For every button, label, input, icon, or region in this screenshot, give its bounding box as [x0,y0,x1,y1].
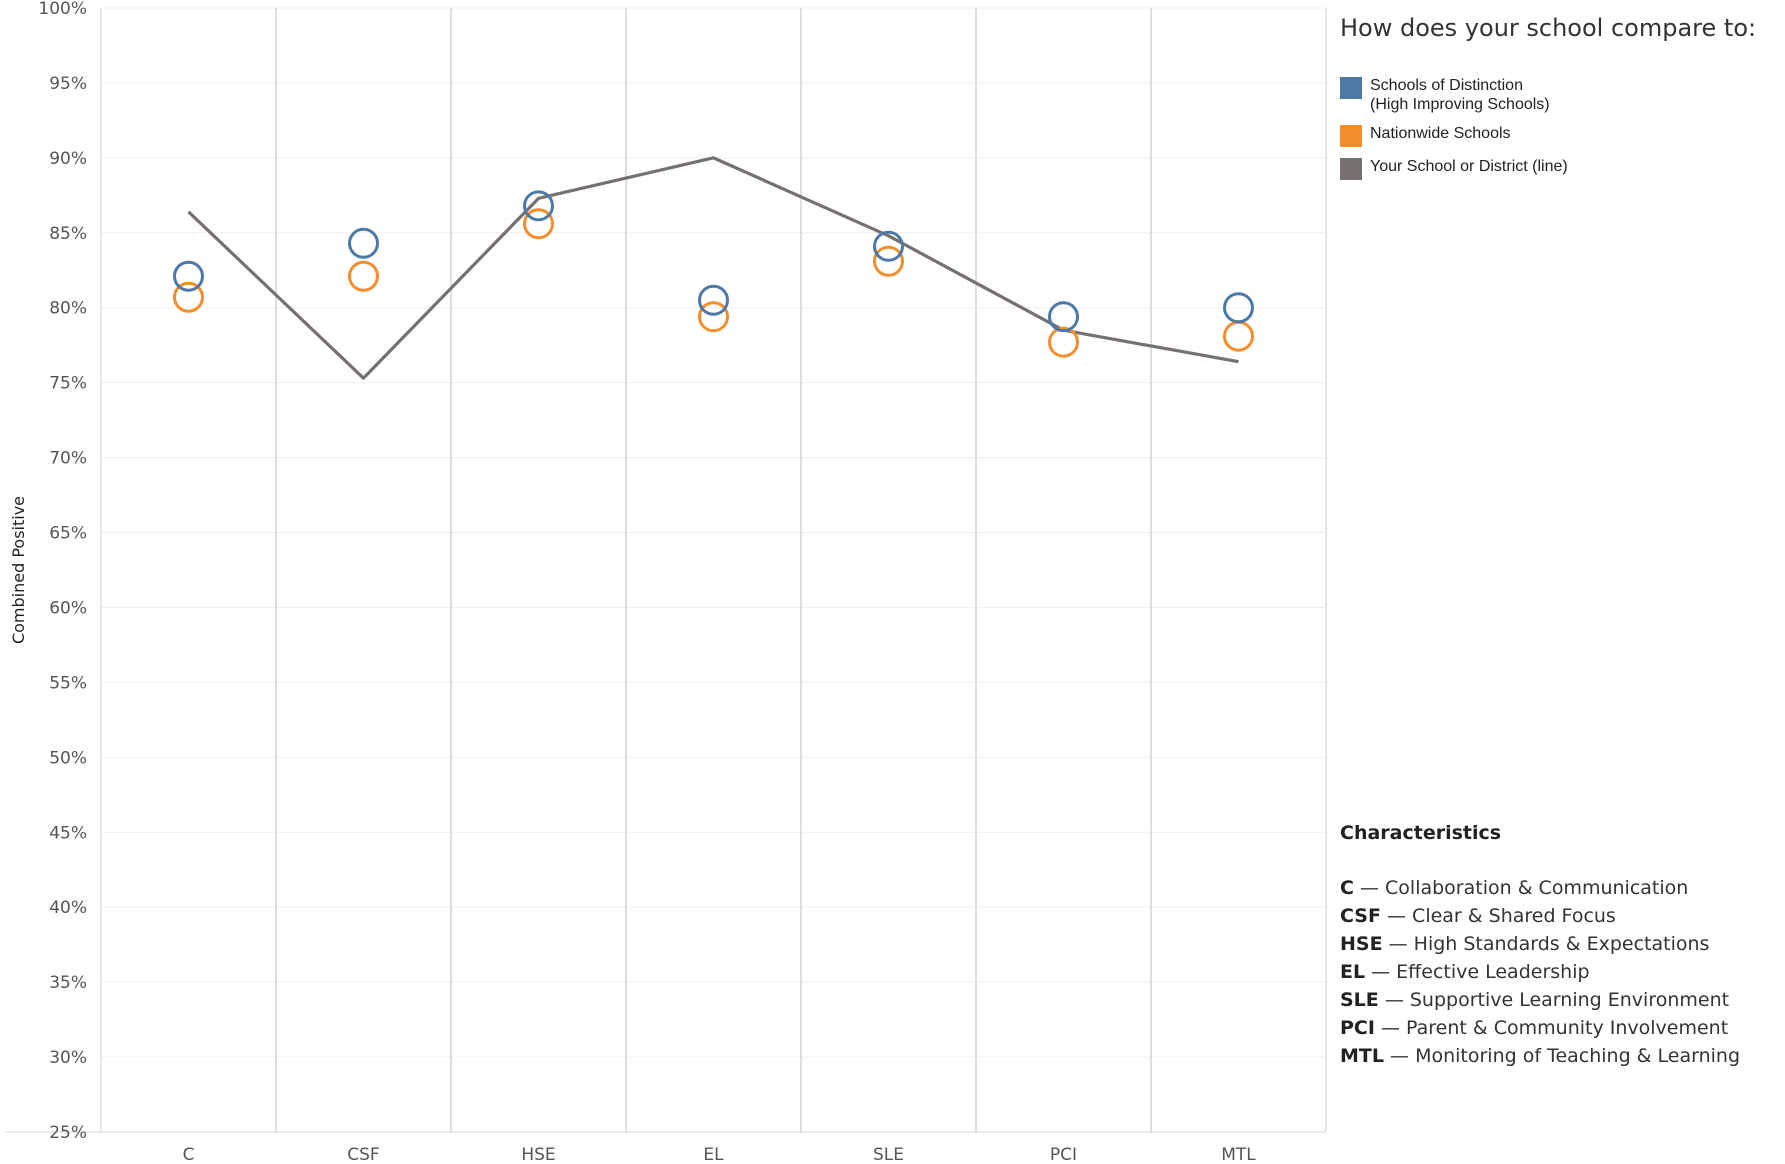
point-nationwide-schools [1048,326,1079,358]
y-tick-label: 45% [49,823,87,843]
x-tick-label: EL [703,1145,724,1164]
characteristic-code: EL [1340,961,1366,983]
point-nationwide-schools [348,260,379,292]
y-tick-label: 65% [49,524,87,544]
characteristic-code: PCI [1340,1017,1375,1039]
point-schools-of-distinction [698,284,729,316]
characteristic-desc: — High Standards & Expectations [1382,933,1710,955]
point-nationwide-schools [1223,320,1254,352]
characteristic-desc: — Collaboration & Communication [1353,877,1689,899]
x-tick-label: HSE [521,1145,555,1164]
y-tick-label: 50% [49,748,87,768]
characteristic-row: C — Collaboration & Communication [1340,874,1780,902]
legend-item-nationwide-schools[interactable]: Nationwide Schools [1340,124,1780,147]
characteristic-row: PCI — Parent & Community Involvement [1340,1014,1780,1042]
characteristic-desc: — Parent & Community Involvement [1374,1017,1729,1039]
y-tick-label: 30% [49,1048,87,1068]
x-tick-label: CSF [347,1145,379,1164]
characteristic-desc: — Supportive Learning Environment [1378,989,1730,1011]
characteristic-code: CSF [1340,905,1381,927]
series-line-your-school [187,156,1239,380]
y-axis-label: Combined Positive [9,496,28,644]
legend-label: Your School or District (line) [1370,158,1568,175]
characteristic-desc: — Monitoring of Teaching & Learning [1383,1045,1741,1067]
y-tick-label: 40% [49,898,87,918]
characteristic-code: C [1340,877,1354,899]
y-tick-label: 35% [49,973,87,993]
legend-title: How does your school compare to: [1340,14,1757,42]
characteristic-desc: — Clear & Shared Focus [1380,905,1616,927]
x-tick-label: C [183,1145,195,1164]
point-nationwide-schools [873,245,904,277]
point-schools-of-distinction [523,190,554,222]
legend-swatch-blue [1340,77,1362,99]
y-tick-label: 25% [49,1123,87,1143]
point-schools-of-distinction [1223,292,1254,324]
y-tick-label: 100% [38,0,87,19]
characteristic-code: MTL [1340,1045,1384,1067]
characteristic-row: CSF — Clear & Shared Focus [1340,902,1780,930]
characteristic-row: SLE — Supportive Learning Environment [1340,986,1780,1014]
x-tick-label: PCI [1050,1145,1077,1164]
y-tick-label: 70% [49,449,87,469]
characteristic-desc: — Effective Leadership [1365,961,1590,983]
y-tick-label: 80% [49,299,87,319]
y-tick-label: 95% [49,74,87,94]
legend-label: Nationwide Schools [1370,125,1511,142]
legend-swatch-gray [1340,158,1362,180]
characteristic-row: EL — Effective Leadership [1340,958,1780,986]
y-tick-label: 90% [49,149,87,169]
legend-swatch-orange [1340,125,1362,147]
point-schools-of-distinction [1048,301,1079,333]
legend: How does your school compare to: Schools… [1340,14,1780,190]
y-tick-label: 55% [49,673,87,693]
point-schools-of-distinction [873,230,904,262]
point-schools-of-distinction [173,260,204,292]
legend-item-your-school[interactable]: Your School or District (line) [1340,157,1780,180]
y-tick-label: 60% [49,598,87,618]
characteristics-title: Characteristics [1340,822,1502,844]
characteristic-row: HSE — High Standards & Expectations [1340,930,1780,958]
characteristics-panel: Characteristics C — Collaboration & Comm… [1340,822,1780,1070]
y-tick-label: 75% [49,374,87,394]
x-tick-label: SLE [873,1145,904,1164]
point-nationwide-schools [173,281,204,313]
point-schools-of-distinction [348,227,379,259]
characteristic-code: SLE [1340,989,1379,1011]
legend-label: Schools of Distinction (High Improving S… [1370,77,1550,113]
characteristic-code: HSE [1340,933,1383,955]
legend-item-schools-of-distinction[interactable]: Schools of Distinction (High Improving S… [1340,76,1780,114]
x-tick-label: MTL [1221,1145,1256,1164]
point-nationwide-schools [698,301,729,333]
y-tick-label: 85% [49,224,87,244]
point-nationwide-schools [523,208,554,240]
characteristic-row: MTL — Monitoring of Teaching & Learning [1340,1042,1780,1070]
